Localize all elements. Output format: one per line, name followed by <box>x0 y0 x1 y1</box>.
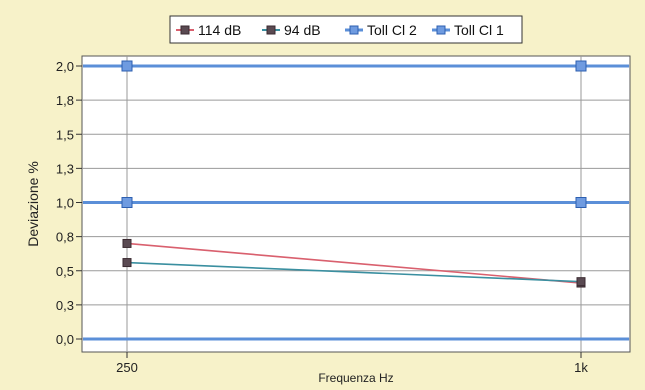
y-tick-label: 1,8 <box>56 93 74 108</box>
legend-marker-icon <box>266 25 276 35</box>
y-tick-label: 0,8 <box>56 230 74 245</box>
series-94-db <box>122 258 586 287</box>
y-axis-title: Deviazione % <box>25 161 41 247</box>
series-point-94-db <box>576 277 586 287</box>
series-group <box>83 60 629 341</box>
y-tick-label: 1,5 <box>56 127 74 142</box>
x-axis-title: Frequenza Hz <box>318 371 393 385</box>
y-tick-label: 0,3 <box>56 298 74 313</box>
legend-marker-icon <box>180 25 190 35</box>
series-point-toll-cl-1 <box>121 197 133 208</box>
legend-marker-icon <box>436 25 446 35</box>
series-point-94-db <box>122 258 132 268</box>
legend-marker-icon <box>349 25 359 35</box>
legend-label: 94 dB <box>284 22 321 38</box>
series-toll-cl-2 <box>83 60 629 72</box>
series-line-94-db <box>126 261 582 283</box>
series-point-toll-cl-1 <box>575 197 587 208</box>
legend-label: 114 dB <box>198 22 241 38</box>
y-tick-label: 0,5 <box>56 264 74 279</box>
legend: 114 dB 94 dB Toll Cl 2 Toll Cl 1 <box>169 15 523 44</box>
y-tick-label: 1,3 <box>56 161 74 176</box>
y-tick-label: 2,0 <box>56 59 74 74</box>
x-tick-label: 1k <box>574 360 588 375</box>
series-line-114-db <box>126 242 582 284</box>
y-tick-label: 0,0 <box>56 332 74 347</box>
x-tick-label: 250 <box>116 360 138 375</box>
legend-item-94-db: 94 dB <box>262 22 321 38</box>
series-point-toll-cl-2 <box>575 60 587 72</box>
legend-label: Toll Cl 1 <box>454 22 504 38</box>
x-axis-ticks: 250 1k <box>116 352 588 375</box>
series-point-114-db <box>122 238 132 248</box>
legend-item-toll-cl-1: Toll Cl 1 <box>432 22 504 38</box>
series-point-toll-cl-2 <box>121 60 133 72</box>
legend-item-114-db: 114 dB <box>176 22 241 38</box>
legend-label: Toll Cl 2 <box>367 22 417 38</box>
legend-item-toll-cl-2: Toll Cl 2 <box>345 22 417 38</box>
series-toll-cl-1 <box>83 197 629 208</box>
y-tick-label: 1,0 <box>56 196 74 211</box>
y-axis-ticks: 0,0 0,3 0,5 0,8 1,0 1,3 1,5 1,8 2,0 <box>56 59 82 347</box>
